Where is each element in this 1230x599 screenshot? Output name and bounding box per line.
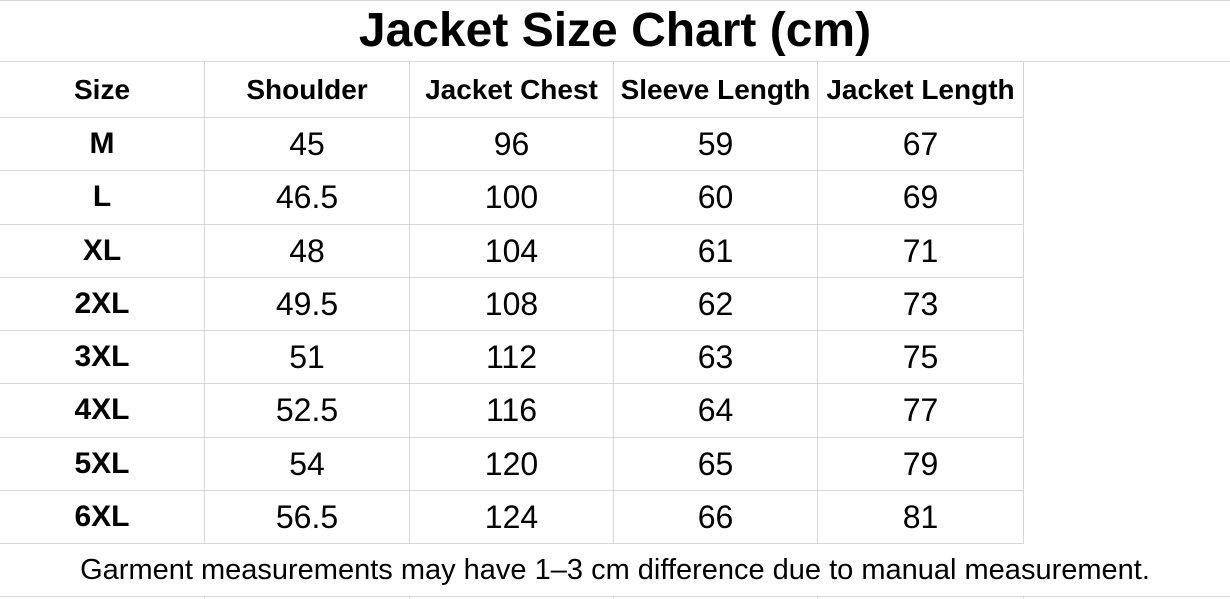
chart-title: Jacket Size Chart (cm) [0, 0, 1230, 62]
empty-cell [205, 597, 410, 599]
jacket-chest-cell: 100 [410, 171, 614, 225]
shoulder-cell: 45 [205, 118, 410, 172]
shoulder-cell: 54 [205, 437, 410, 491]
sleeve-length-cell: 66 [614, 490, 818, 544]
header-jacket-length: Jacket Length [818, 62, 1024, 118]
jacket-length-cell: 67 [818, 118, 1024, 172]
jacket-length-cell: 77 [818, 384, 1024, 438]
sleeve-length-cell: 60 [614, 171, 818, 225]
header-shoulder: Shoulder [205, 62, 410, 118]
sleeve-length-cell: 64 [614, 384, 818, 438]
sleeve-length-cell: 62 [614, 277, 818, 331]
size-cell: 6XL [0, 490, 205, 544]
jacket-length-cell: 81 [818, 490, 1024, 544]
shoulder-cell: 49.5 [205, 277, 410, 331]
size-table: Size Shoulder Jacket Chest Sleeve Length… [0, 62, 1024, 544]
header-sleeve-length: Sleeve Length [614, 62, 818, 118]
shoulder-cell: 56.5 [205, 490, 410, 544]
table-row: 3XL 51 112 63 75 [0, 331, 1024, 385]
table-row: 5XL 54 120 65 79 [0, 437, 1024, 491]
jacket-length-cell: 71 [818, 224, 1024, 278]
jacket-length-cell: 79 [818, 437, 1024, 491]
size-cell: 5XL [0, 437, 205, 491]
sleeve-length-cell: 63 [614, 331, 818, 385]
table-row: 2XL 49.5 108 62 73 [0, 277, 1024, 331]
shoulder-cell: 51 [205, 331, 410, 385]
empty-cell [410, 597, 614, 599]
jacket-chest-cell: 108 [410, 277, 614, 331]
size-cell: XL [0, 224, 205, 278]
sleeve-length-cell: 65 [614, 437, 818, 491]
table-header-row: Size Shoulder Jacket Chest Sleeve Length… [0, 62, 1024, 118]
shoulder-cell: 48 [205, 224, 410, 278]
jacket-chest-cell: 124 [410, 490, 614, 544]
empty-cell [614, 597, 818, 599]
size-cell: 2XL [0, 277, 205, 331]
table-row: M 45 96 59 67 [0, 118, 1024, 172]
size-cell: L [0, 171, 205, 225]
jacket-chest-cell: 116 [410, 384, 614, 438]
sleeve-length-cell: 59 [614, 118, 818, 172]
jacket-length-cell: 73 [818, 277, 1024, 331]
table-row: L 46.5 100 60 69 [0, 171, 1024, 225]
shoulder-cell: 46.5 [205, 171, 410, 225]
jacket-chest-cell: 96 [410, 118, 614, 172]
table-row: XL 48 104 61 71 [0, 224, 1024, 278]
empty-cell [0, 597, 205, 599]
measurement-note: Garment measurements may have 1–3 cm dif… [0, 544, 1230, 597]
size-cell: 4XL [0, 384, 205, 438]
size-cell: M [0, 118, 205, 172]
table-row: 4XL 52.5 116 64 77 [0, 384, 1024, 438]
table-row: 6XL 56.5 124 66 81 [0, 490, 1024, 544]
size-cell: 3XL [0, 331, 205, 385]
header-jacket-chest: Jacket Chest [410, 62, 614, 118]
next-row-sliver [0, 597, 1024, 599]
jacket-chest-cell: 104 [410, 224, 614, 278]
jacket-chest-cell: 112 [410, 331, 614, 385]
jacket-length-cell: 75 [818, 331, 1024, 385]
jacket-chest-cell: 120 [410, 437, 614, 491]
shoulder-cell: 52.5 [205, 384, 410, 438]
jacket-length-cell: 69 [818, 171, 1024, 225]
sleeve-length-cell: 61 [614, 224, 818, 278]
empty-cell [818, 597, 1024, 599]
header-size: Size [0, 62, 205, 118]
